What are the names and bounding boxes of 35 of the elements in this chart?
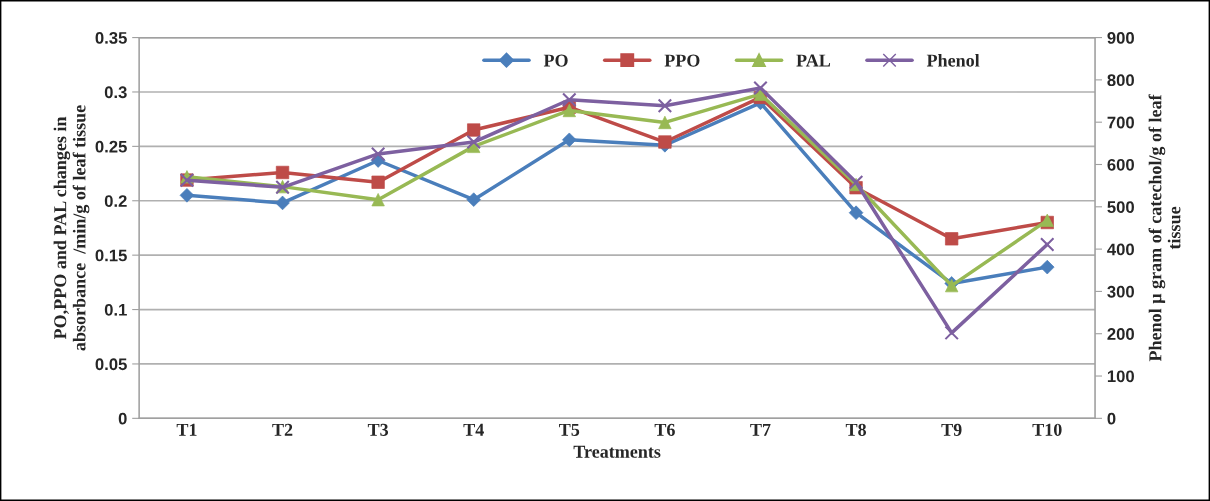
legend-label: PAL — [796, 54, 831, 67]
y-tick-label: 0.25 — [95, 140, 127, 153]
legend-label: Phenol — [926, 53, 980, 67]
y2-tick-label: 500 — [1107, 201, 1134, 213]
legend-label: PPO — [664, 54, 700, 67]
y2-axis-title: Phenol µ gram of catechol/g of leaf tissue — [1148, 94, 1181, 362]
y2-tick-label: 300 — [1107, 285, 1134, 298]
x-tick-label: T2 — [272, 423, 293, 436]
y-tick-label: 0 — [118, 412, 127, 425]
y2-tick-label: 400 — [1107, 243, 1134, 256]
y2-tick-label: 0 — [1107, 412, 1116, 425]
y-tick-label: 0.05 — [95, 358, 127, 371]
x-tick-label: T8 — [845, 423, 867, 436]
x-tick-label: T5 — [559, 423, 580, 436]
x-tick-label: T9 — [941, 423, 962, 436]
y2-tick-label: 100 — [1107, 370, 1134, 383]
y-tick-label: 0.15 — [95, 249, 127, 262]
y-tick-label: 0.3 — [104, 86, 127, 99]
x-tick-label: T1 — [176, 423, 197, 436]
x-axis-title: Treatments — [573, 445, 661, 458]
y-tick-label: 0.2 — [104, 195, 127, 207]
y2-tick-label: 200 — [1107, 328, 1134, 340]
y-tick-label: 0.35 — [95, 31, 127, 44]
x-tick-label: T6 — [654, 423, 675, 436]
y2-tick-label: 700 — [1107, 116, 1134, 129]
legend-label: PO — [543, 54, 568, 67]
y2-tick-label: 800 — [1107, 74, 1134, 87]
y-tick-label: 0.1 — [104, 303, 127, 316]
x-tick-label: T4 — [463, 423, 484, 436]
x-tick-label: T10 — [1032, 423, 1062, 436]
y2-tick-label: 600 — [1107, 158, 1134, 171]
x-tick-label: T3 — [367, 423, 389, 436]
x-tick-label: T7 — [750, 423, 771, 436]
y2-tick-label: 900 — [1107, 31, 1134, 44]
y-axis-title: PO,PPO and PAL changes in absorbance /min/g of leaf tissue — [53, 105, 90, 351]
